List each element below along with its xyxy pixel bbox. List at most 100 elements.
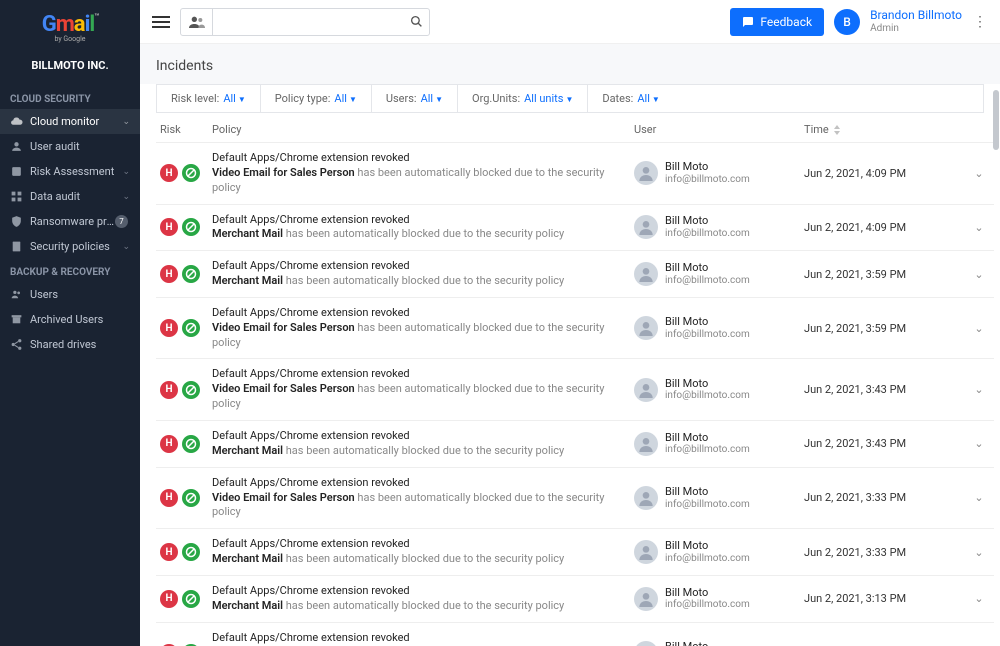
blocked-icon: [182, 265, 200, 283]
search-icon[interactable]: [403, 9, 429, 35]
incident-row[interactable]: H Default Apps/Chrome extension revokedMe…: [156, 251, 994, 298]
sidebar-item-data-audit[interactable]: Data audit⌄: [0, 184, 140, 209]
col-header-risk[interactable]: Risk: [156, 123, 212, 136]
col-header-time[interactable]: Time: [804, 123, 964, 136]
incident-row[interactable]: HDefault Apps/Chrome extension revokedMe…: [156, 576, 994, 623]
sidebar-badge: 7: [115, 215, 128, 228]
gmail-logo: Gmail™: [0, 12, 140, 37]
user-menu[interactable]: Brandon Billmoto Admin: [870, 8, 962, 34]
incident-row[interactable]: HDefault Apps/Chrome extension revokedVi…: [156, 623, 994, 646]
time-cell: Jun 2, 2021, 3:33 PM: [804, 491, 964, 504]
filter-orgunits[interactable]: Org.Units: All units: [458, 85, 588, 112]
row-user-name: Bill Moto: [665, 261, 750, 275]
feedback-button[interactable]: Feedback: [730, 8, 824, 36]
policy-description: Merchant Mail has been automatically blo…: [212, 227, 622, 242]
risk-level-badge: H: [160, 435, 178, 453]
archive-icon: [10, 313, 23, 326]
incident-row[interactable]: HDefault Apps/Chrome extension revokedMe…: [156, 205, 994, 252]
incident-row[interactable]: HDefault Apps/Chrome extension revokedVi…: [156, 468, 994, 530]
incident-row[interactable]: H Default Apps/Chrome extension revokedVi…: [156, 298, 994, 360]
sidebar-item-shared-drives[interactable]: Shared drives: [0, 332, 140, 357]
risk-level-badge: H: [160, 265, 178, 283]
scrollbar-thumb[interactable]: [993, 90, 999, 150]
brand-logo: Gmail™ by Google: [0, 8, 140, 51]
policy-description: Video Email for Sales Person has been au…: [212, 382, 622, 412]
search-scope-people-icon[interactable]: [181, 9, 213, 35]
time-cell: Jun 2, 2021, 4:09 PM: [804, 167, 964, 180]
current-user-name: Brandon Billmoto: [870, 8, 962, 22]
policy-cell: Default Apps/Chrome extension revokedMer…: [212, 259, 634, 289]
incident-row[interactable]: HDefault Apps/Chrome extension revokedMe…: [156, 529, 994, 576]
filter-value: All units: [524, 92, 573, 105]
blocked-icon: [182, 381, 200, 399]
row-user-name: Bill Moto: [665, 485, 750, 499]
expand-row-icon[interactable]: ⌄: [964, 491, 994, 504]
filter-value: All: [421, 92, 443, 105]
menu-toggle-icon[interactable]: [152, 13, 170, 31]
user-avatar-initial[interactable]: B: [834, 9, 860, 35]
sidebar-item-label: Archived Users: [30, 313, 130, 326]
brand-byline: by Google: [0, 35, 140, 43]
policy-title: Default Apps/Chrome extension revoked: [212, 537, 622, 552]
user-avatar-icon: [634, 432, 658, 456]
filter-users[interactable]: Users: All: [372, 85, 458, 112]
col-header-user[interactable]: User: [634, 123, 804, 136]
expand-row-icon[interactable]: ⌄: [964, 221, 994, 234]
user-cell: Bill Motoinfo@billmoto.com: [634, 586, 804, 612]
sidebar-item-label: Security policies: [30, 240, 122, 253]
policy-cell: Default Apps/Chrome extension revokedMer…: [212, 537, 634, 567]
blocked-icon: [182, 489, 200, 507]
sidebar-item-security-policies[interactable]: Security policies⌄: [0, 234, 140, 259]
user-avatar-icon: [634, 262, 658, 286]
expand-row-icon[interactable]: ⌄: [964, 322, 994, 335]
sidebar-item-users[interactable]: Users: [0, 282, 140, 307]
user-avatar-icon: [634, 378, 658, 402]
incident-row[interactable]: H Default Apps/Chrome extension revokedMe…: [156, 421, 994, 468]
time-cell: Jun 2, 2021, 3:43 PM: [804, 383, 964, 396]
topbar: Feedback B Brandon Billmoto Admin ⋮: [140, 0, 1000, 44]
policy-cell: Default Apps/Chrome extension revokedVid…: [212, 476, 634, 521]
policy-title: Default Apps/Chrome extension revoked: [212, 367, 622, 382]
expand-row-icon[interactable]: ⌄: [964, 167, 994, 180]
more-options-icon[interactable]: ⋮: [972, 14, 988, 30]
blocked-icon: [182, 164, 200, 182]
sidebar-item-risk-assessment[interactable]: Risk Assessment⌄: [0, 159, 140, 184]
sidebar-item-ransomware-protection[interactable]: Ransomware protection7: [0, 209, 140, 234]
row-user-email: info@billmoto.com: [665, 444, 750, 457]
search-input[interactable]: [213, 10, 403, 34]
policy-cell: Default Apps/Chrome extension revokedVid…: [212, 306, 634, 351]
sidebar-item-label: User audit: [30, 140, 130, 153]
risk-cell: H: [156, 543, 212, 561]
risk-level-badge: H: [160, 319, 178, 337]
col-header-policy[interactable]: Policy: [212, 123, 634, 136]
chevron-down-icon: ⌄: [122, 192, 130, 202]
time-cell: Jun 2, 2021, 3:43 PM: [804, 437, 964, 450]
incident-row[interactable]: HDefault Apps/Chrome extension revokedVi…: [156, 143, 994, 205]
filter-policytype[interactable]: Policy type: All: [261, 85, 372, 112]
user-avatar-icon: [634, 215, 658, 239]
expand-row-icon[interactable]: ⌄: [964, 592, 994, 605]
expand-row-icon[interactable]: ⌄: [964, 268, 994, 281]
risk-cell: H: [156, 489, 212, 507]
policy-cell: Default Apps/Chrome extension revokedVid…: [212, 631, 634, 646]
policy-cell: Default Apps/Chrome extension revokedMer…: [212, 213, 634, 243]
expand-row-icon[interactable]: ⌄: [964, 437, 994, 450]
filter-label: Risk level:: [171, 92, 219, 105]
sidebar-item-cloud-monitor[interactable]: Cloud monitor⌄: [0, 109, 140, 134]
sidebar-item-user-audit[interactable]: User audit: [0, 134, 140, 159]
policy-title: Default Apps/Chrome extension revoked: [212, 151, 622, 166]
filter-bar: Risk level: AllPolicy type: AllUsers: Al…: [156, 84, 984, 113]
user-cell: Bill Motoinfo@billmoto.com: [634, 640, 804, 646]
user-cell: Bill Motoinfo@billmoto.com: [634, 485, 804, 511]
expand-row-icon[interactable]: ⌄: [964, 383, 994, 396]
filter-dates[interactable]: Dates: All: [588, 85, 673, 112]
sidebar-item-archived-users[interactable]: Archived Users: [0, 307, 140, 332]
time-cell: Jun 2, 2021, 3:33 PM: [804, 546, 964, 559]
filter-risklevel[interactable]: Risk level: All: [157, 85, 261, 112]
search-box: [180, 8, 430, 36]
risk-cell: H: [156, 218, 212, 236]
incident-row[interactable]: HDefault Apps/Chrome extension revokedVi…: [156, 359, 994, 421]
policy-cell: Default Apps/Chrome extension revokedMer…: [212, 429, 634, 459]
shield-icon: [10, 215, 23, 228]
expand-row-icon[interactable]: ⌄: [964, 546, 994, 559]
